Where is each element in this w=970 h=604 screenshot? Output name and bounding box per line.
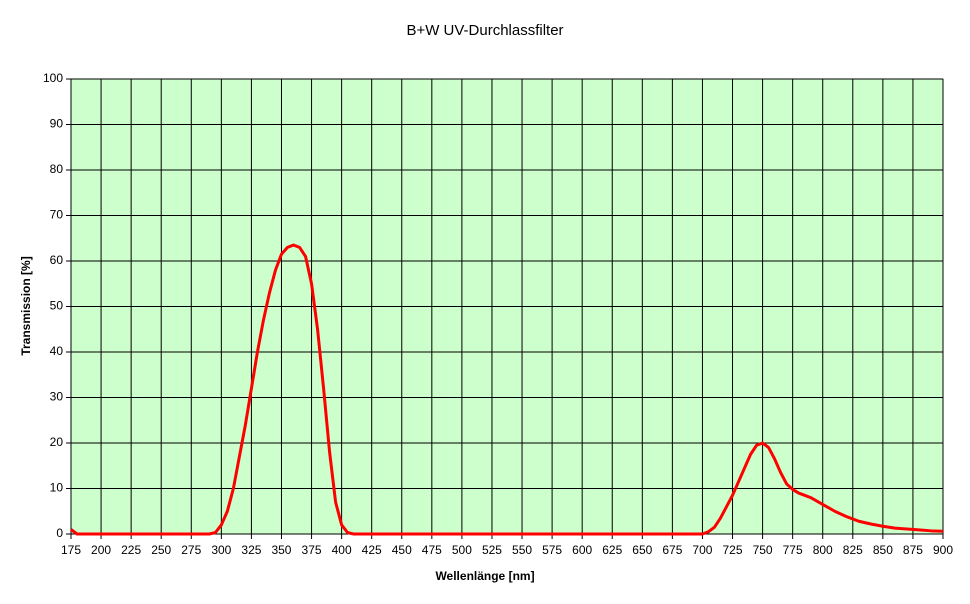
- y-tick-label: 60: [50, 253, 64, 267]
- x-tick-label: 175: [61, 543, 81, 557]
- y-tick-label: 40: [50, 344, 64, 358]
- x-tick-label: 200: [91, 543, 111, 557]
- x-tick-label: 650: [632, 543, 652, 557]
- y-tick-label: 0: [56, 526, 63, 540]
- y-axis-label: Transmission [%]: [19, 256, 33, 355]
- y-tick-label: 80: [50, 162, 64, 176]
- x-tick-label: 325: [241, 543, 261, 557]
- y-tick-label: 70: [50, 208, 64, 222]
- x-tick-label: 300: [211, 543, 231, 557]
- x-tick-label: 850: [873, 543, 893, 557]
- x-tick-label: 775: [783, 543, 803, 557]
- x-tick-label: 700: [692, 543, 712, 557]
- y-tick-label: 90: [50, 117, 64, 131]
- data-line: [70, 243, 944, 536]
- x-axis-label: Wellenlänge [nm]: [435, 569, 534, 583]
- y-tick-label: 30: [50, 390, 64, 404]
- x-tick-label: 425: [362, 543, 382, 557]
- x-tick-label: 350: [271, 543, 291, 557]
- x-tick-label: 725: [723, 543, 743, 557]
- x-tick-label: 800: [813, 543, 833, 557]
- x-tick-label: 525: [482, 543, 502, 557]
- x-tick-label: 675: [662, 543, 682, 557]
- y-tick-label: 10: [50, 481, 64, 495]
- x-tick-label: 825: [843, 543, 863, 557]
- x-tick-label: 575: [542, 543, 562, 557]
- x-tick-label: 625: [602, 543, 622, 557]
- x-tick-label: 450: [392, 543, 412, 557]
- y-tick-label: 50: [50, 299, 64, 313]
- x-tick-label: 375: [302, 543, 322, 557]
- x-tick-label: 900: [933, 543, 953, 557]
- x-tick-label: 550: [512, 543, 532, 557]
- x-tick-label: 600: [572, 543, 592, 557]
- x-tick-label: 250: [151, 543, 171, 557]
- chart-title: B+W UV-Durchlassfilter: [406, 22, 563, 39]
- y-tick-label: 100: [43, 71, 63, 85]
- x-tick-label: 400: [332, 543, 352, 557]
- x-tick-label: 500: [452, 543, 472, 557]
- x-tick-label: 475: [422, 543, 442, 557]
- x-tick-label: 875: [903, 543, 923, 557]
- x-tick-label: 750: [753, 543, 773, 557]
- y-tick-label: 20: [50, 435, 64, 449]
- x-tick-label: 225: [121, 543, 141, 557]
- x-tick-label: 275: [181, 543, 201, 557]
